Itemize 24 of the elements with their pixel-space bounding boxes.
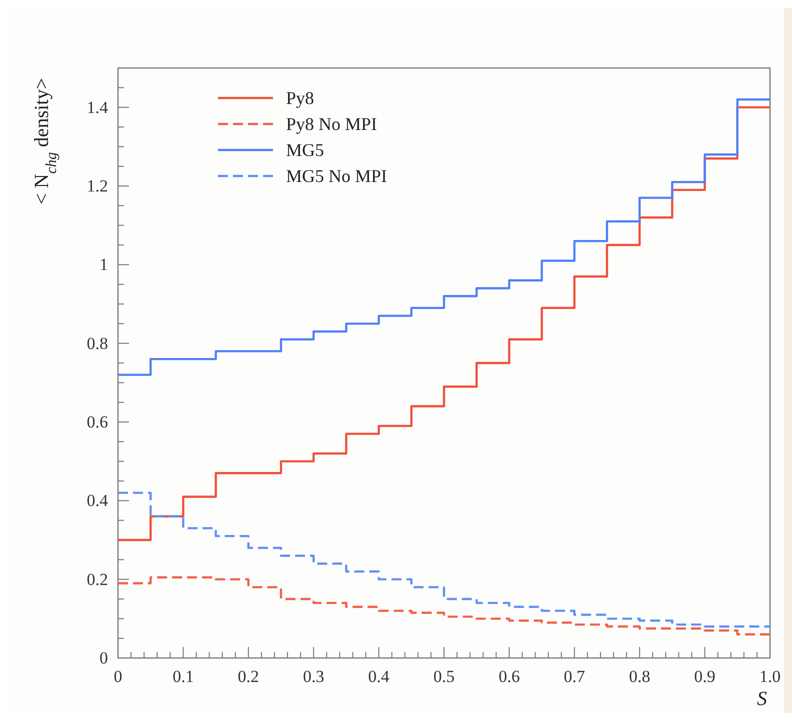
- legend-label: Py8: [286, 88, 314, 108]
- x-tick-label: 0.1: [172, 667, 194, 686]
- legend-label: Py8 No MPI: [286, 114, 378, 134]
- x-tick-label: 0.7: [564, 667, 586, 686]
- x-tick-label: 1.0: [759, 667, 781, 686]
- x-tick-label: 0.3: [302, 667, 324, 686]
- y-tick-label: 0.4: [86, 491, 108, 510]
- y-tick-label: 1.4: [86, 98, 108, 117]
- x-tick-label: 0.6: [498, 667, 520, 686]
- y-tick-label: 1.2: [86, 176, 108, 196]
- legend-label: MG5 No MPI: [286, 166, 388, 186]
- y-tick-label: 1: [100, 255, 108, 274]
- x-tick-label: 0.2: [238, 667, 260, 686]
- x-axis-title: S: [757, 688, 767, 710]
- x-tick-label: 0.9: [694, 667, 716, 686]
- x-tick-label: 0.5: [433, 667, 455, 686]
- y-tick-label: 0.2: [86, 570, 108, 589]
- x-tick-label: 0.4: [368, 667, 390, 686]
- y-tick-label: 0: [100, 648, 108, 668]
- legend-label: MG5: [286, 140, 324, 160]
- x-tick-label: 0: [114, 667, 122, 686]
- x-tick-label: 0.8: [628, 667, 650, 686]
- y-tick-label: 0.8: [86, 334, 108, 353]
- y-tick-label: 0.6: [86, 412, 108, 432]
